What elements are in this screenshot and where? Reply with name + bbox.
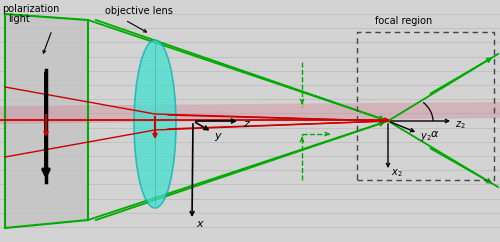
- Text: $\alpha$: $\alpha$: [430, 129, 439, 139]
- Text: $x$: $x$: [196, 219, 205, 229]
- Ellipse shape: [134, 40, 176, 208]
- Text: light: light: [8, 14, 30, 24]
- Text: $y$: $y$: [214, 131, 223, 143]
- Text: $x_2$: $x_2$: [391, 167, 402, 179]
- Text: $z_2$: $z_2$: [455, 119, 466, 131]
- Text: polarization: polarization: [2, 4, 59, 14]
- Bar: [357, 32, 494, 180]
- Text: focal region: focal region: [375, 16, 432, 26]
- Text: $z$: $z$: [243, 119, 251, 129]
- Polygon shape: [5, 14, 88, 228]
- Text: objective lens: objective lens: [105, 6, 173, 16]
- Polygon shape: [0, 102, 500, 124]
- Text: $y_2$: $y_2$: [420, 131, 432, 143]
